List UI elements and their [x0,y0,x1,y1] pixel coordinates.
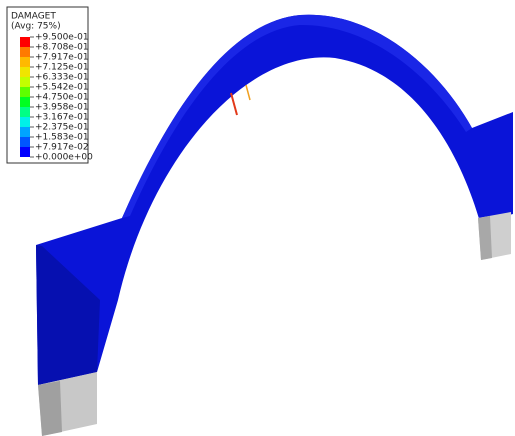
legend-label: +0.000e+00 [35,153,93,163]
support-right-side [478,216,492,260]
legend-label: +7.125e-01 [35,63,89,73]
legend-swatch [20,37,30,47]
arch-shade [36,245,100,385]
legend-swatch [20,127,30,137]
legend-label: +8.708e-01 [35,43,89,53]
legend-swatch [20,147,30,157]
legend-title: DAMAGET [11,12,56,22]
legend-swatch [20,77,30,87]
model [36,14,513,436]
legend-label: +6.333e-01 [35,73,89,83]
legend-label: +9.500e-01 [35,33,89,43]
legend-label: +7.917e-02 [35,143,89,153]
legend-subtitle: (Avg: 75%) [11,22,61,32]
legend-swatch [20,97,30,107]
crack [230,92,238,116]
legend-swatch [20,57,30,67]
legend-label: +4.750e-01 [35,93,89,103]
legend-label: +1.583e-01 [35,133,89,143]
legend-swatch [20,47,30,57]
legend-label: +3.958e-01 [35,103,89,113]
legend-swatch [20,107,30,117]
legend-swatch [20,117,30,127]
legend-label: +2.375e-01 [35,123,89,133]
legend-swatch [20,87,30,97]
legend-label: +5.542e-01 [35,83,89,93]
legend-label: +7.917e-01 [35,53,89,63]
support-left-side [38,381,62,436]
legend-swatch [20,67,30,77]
legend-swatch [20,137,30,147]
arch-body [36,14,513,385]
crack [245,84,251,101]
legend: DAMAGET (Avg: 75%) +9.500e-01+8.708e-01+… [6,6,93,164]
legend-label: +3.167e-01 [35,113,89,123]
